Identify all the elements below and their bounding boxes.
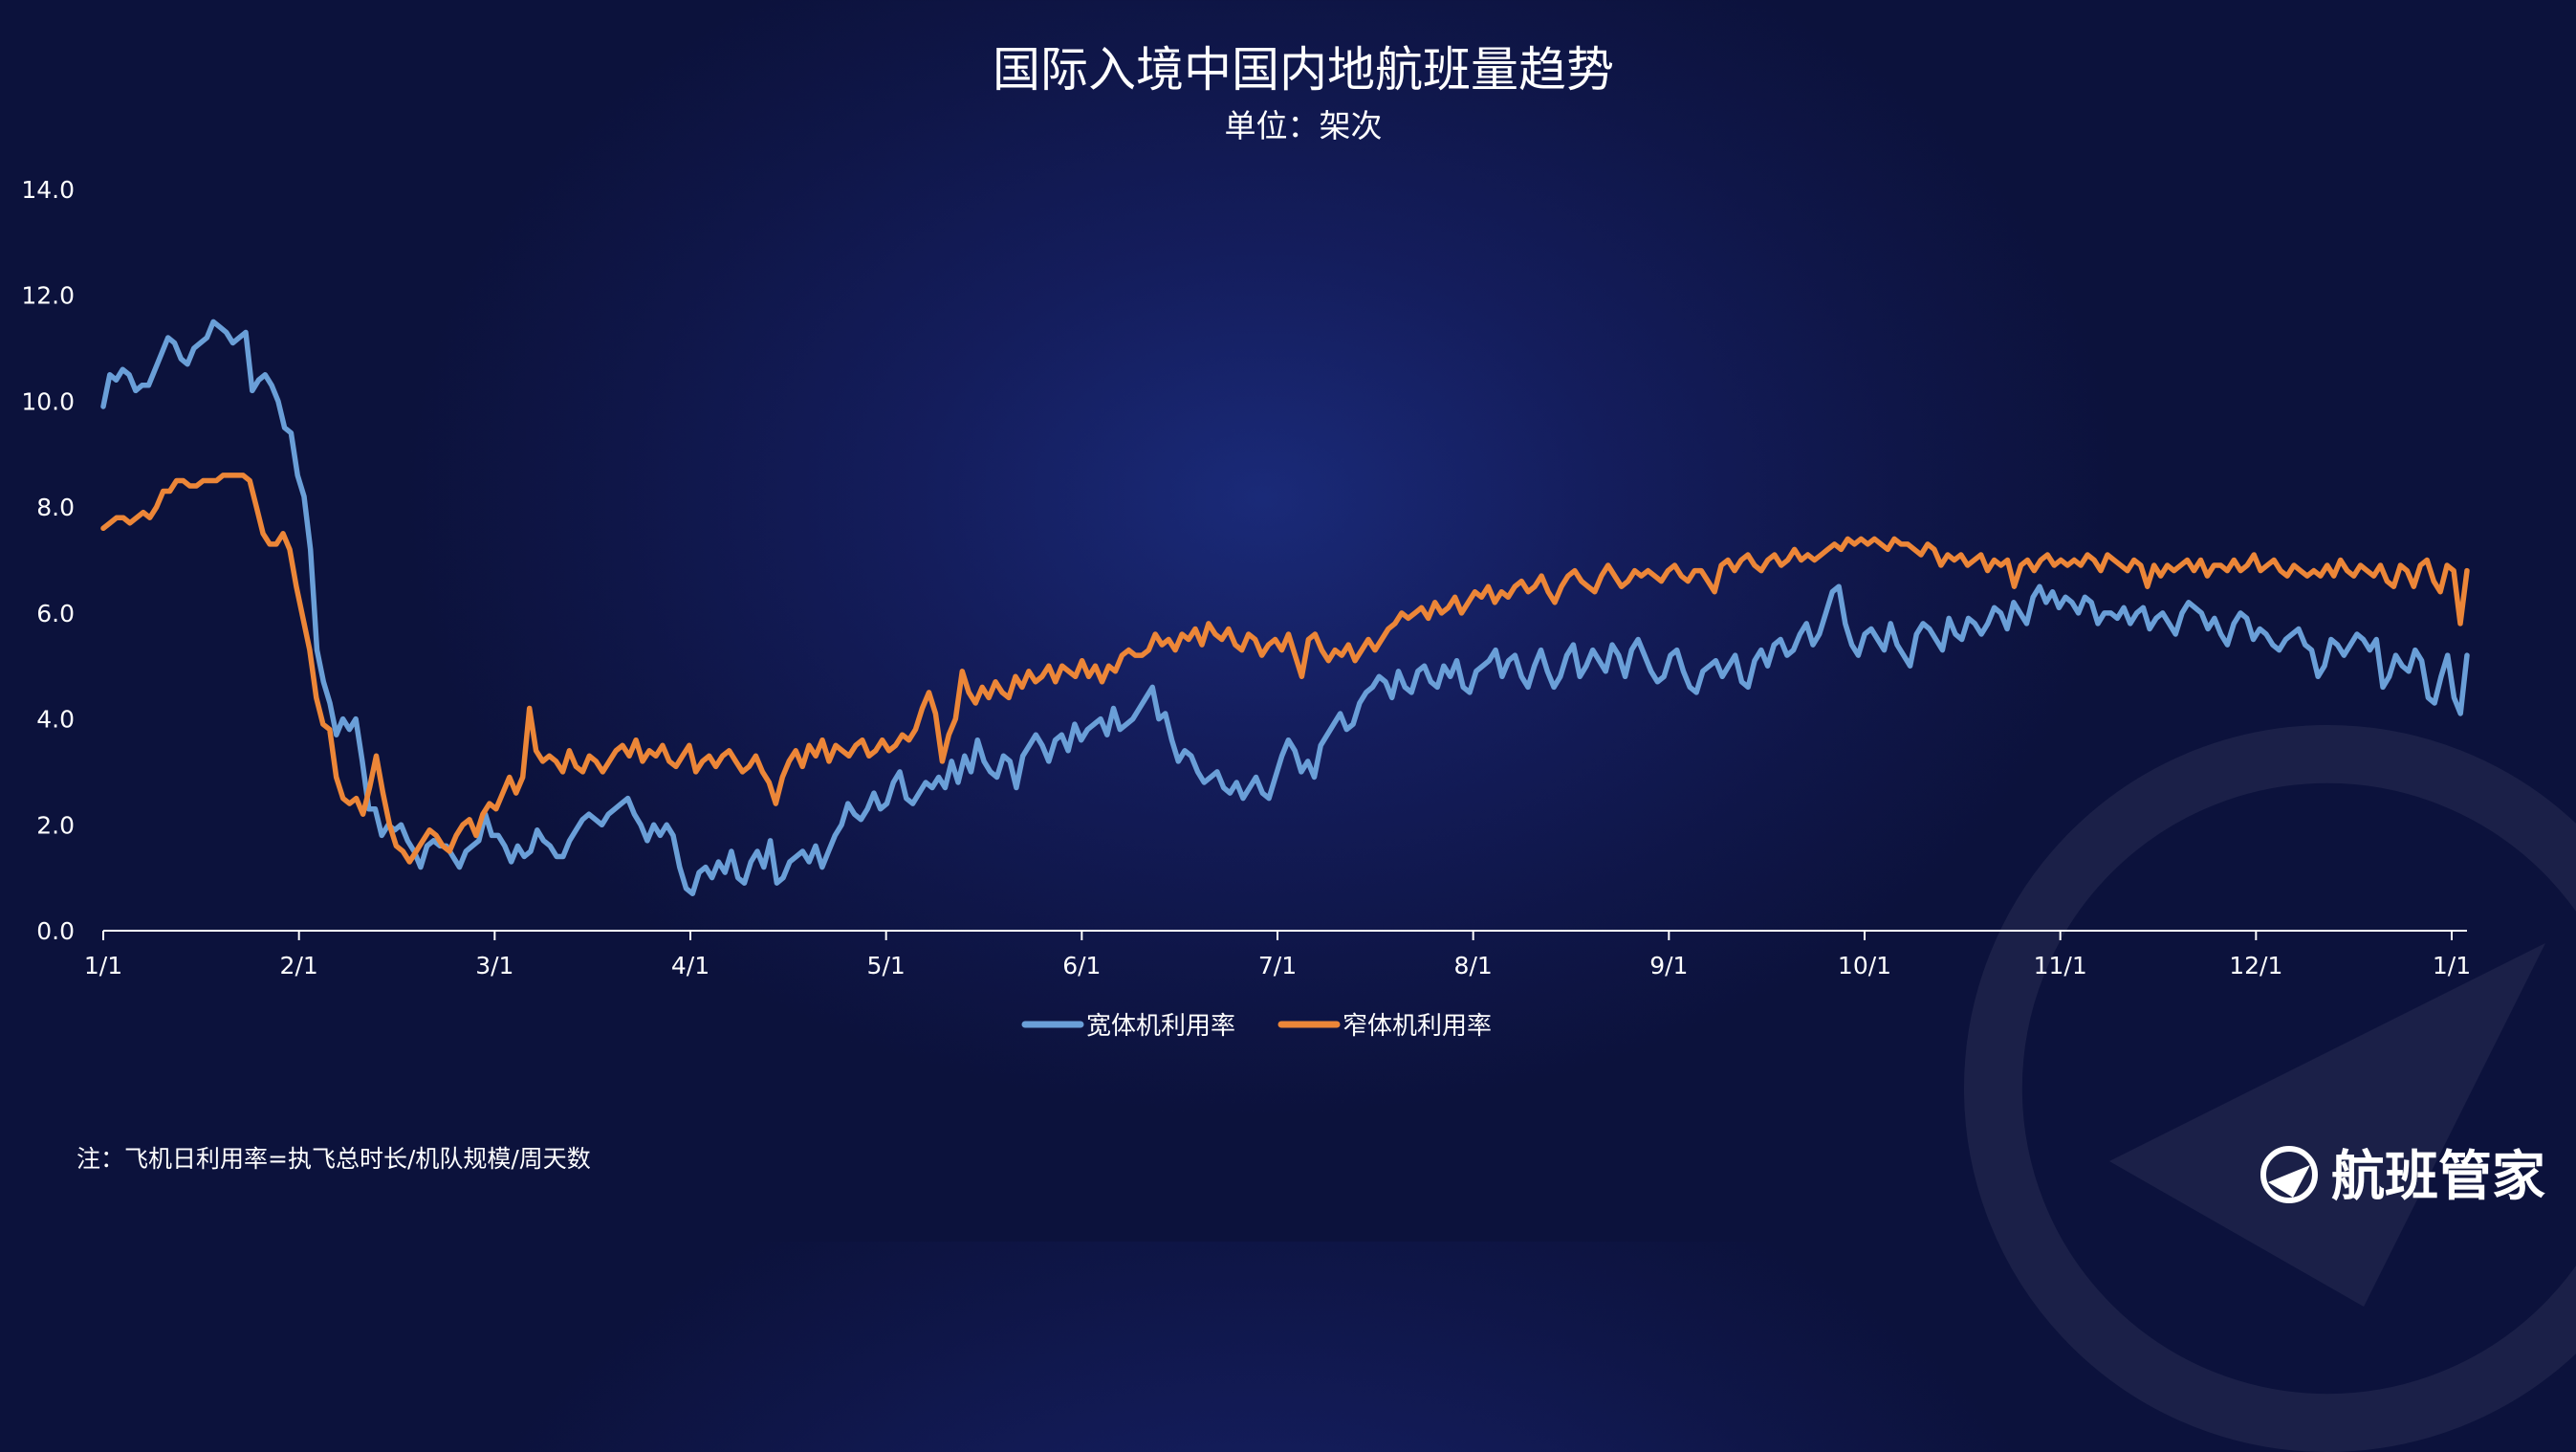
y-tick-label: 10.0 (21, 387, 75, 415)
y-tick-label: 6.0 (36, 600, 75, 627)
x-tick-label: 9/1 (1649, 952, 1688, 979)
x-tick-label: 1/1 (84, 952, 122, 979)
y-tick-label: 14.0 (21, 176, 75, 204)
x-tick-label: 11/1 (2034, 952, 2087, 979)
series-lines (100, 319, 2470, 897)
brand-logo: 航班管家 (2260, 1146, 2545, 1208)
legend-label-wide: 宽体机利用率 (1086, 1012, 1235, 1041)
chart-subtitle: 单位：架次 (1225, 107, 1383, 144)
y-tick-label: 0.0 (36, 917, 75, 945)
y-axis: 0.0 2.0 4.0 6.0 8.0 10.0 12.0 14.0 (21, 176, 75, 945)
x-tick-label: 3/1 (475, 952, 513, 979)
x-tick-label: 4/1 (671, 952, 709, 979)
x-tick-label: 12/1 (2229, 952, 2282, 979)
x-tick-label: 8/1 (1454, 952, 1493, 979)
plane-globe-logo-icon (2260, 1146, 2318, 1203)
x-tick-label: 6/1 (1062, 952, 1101, 979)
brand-name: 航班管家 (2331, 1146, 2545, 1208)
chart: 国际入境中国内地航班量趋势 单位：架次 0.0 2.0 4.0 6.0 8.0 10.0 1… (21, 42, 2545, 1208)
x-tick-label: 2/1 (280, 952, 318, 979)
x-axis: 1/1 2/1 3/1 4/1 5/1 6/1 7/1 8/1 9/1 10/1 11/1 12/1 1… (84, 931, 2471, 979)
x-tick-label: 10/1 (1838, 952, 1891, 979)
x-tick-label: 7/1 (1258, 952, 1297, 979)
x-tick-label: 5/1 (867, 952, 906, 979)
legend-label-narrow: 窄体机利用率 (1343, 1012, 1492, 1041)
y-tick-label: 4.0 (36, 706, 75, 734)
footnote: 注：飞机日利用率=执飞总时长/机队规模/周天数 (76, 1145, 591, 1173)
chart-title: 国际入境中国内地航班量趋势 (993, 42, 1614, 98)
y-tick-label: 8.0 (36, 494, 75, 521)
series-line-narrow (100, 473, 2470, 865)
legend: 宽体机利用率 窄体机利用率 (1021, 1012, 1492, 1041)
series-line-wide (100, 319, 2470, 897)
x-tick-label: 1/1 (2433, 952, 2471, 979)
y-tick-label: 2.0 (36, 811, 75, 839)
y-tick-label: 12.0 (21, 282, 75, 310)
